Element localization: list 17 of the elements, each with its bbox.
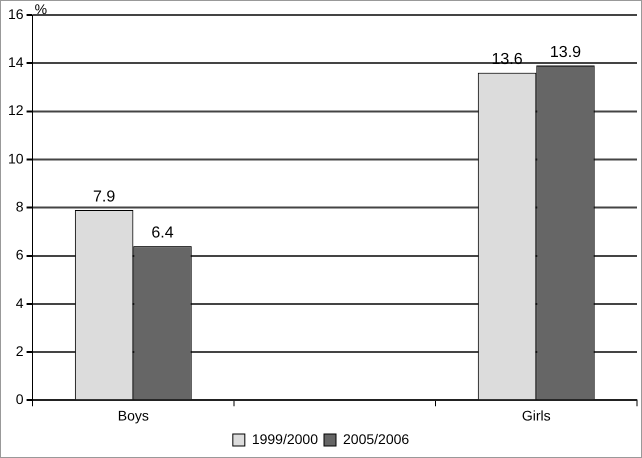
data-label: 6.4 — [151, 224, 174, 242]
y-tick-label: 4 — [16, 294, 24, 311]
y-tick-label: 2 — [16, 342, 24, 359]
legend-label: 2005/2006 — [343, 430, 410, 447]
data-label: 13.9 — [550, 44, 582, 61]
x-tick-label: Girls — [522, 407, 551, 424]
y-tick-label: 10 — [8, 150, 24, 166]
y-tick-label: 0 — [16, 391, 24, 408]
y-tick-label: 16 — [8, 6, 24, 22]
y-tick-label: 12 — [8, 102, 24, 118]
y-axis-title: % — [34, 0, 48, 17]
y-tick-label: 8 — [16, 198, 24, 214]
y-tick-label: 14 — [8, 54, 24, 70]
data-label: 7.9 — [92, 188, 116, 206]
legend-label: 1999/2000 — [252, 430, 318, 447]
y-tick-label: 6 — [16, 246, 24, 263]
x-tick-label: Boys — [118, 407, 149, 424]
